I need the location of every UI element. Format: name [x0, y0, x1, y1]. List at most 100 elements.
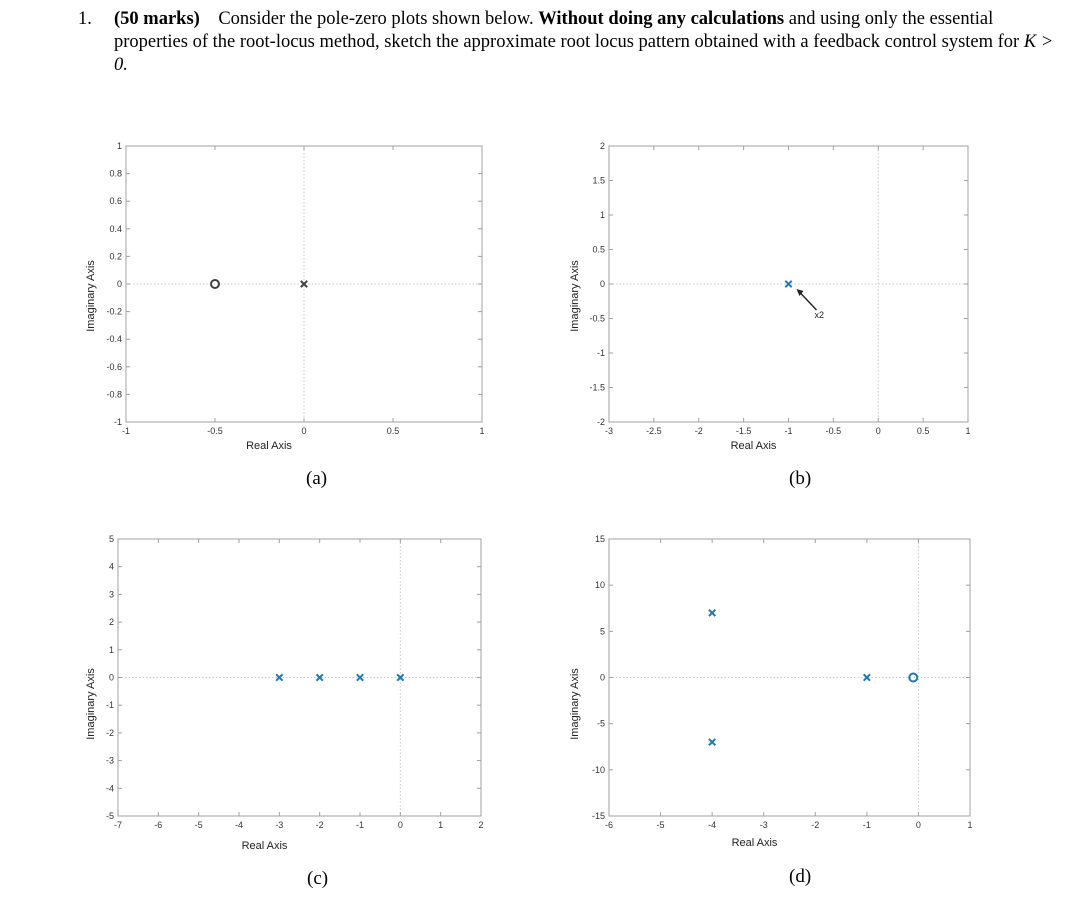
- x-tick-label: -2.5: [646, 426, 662, 436]
- x-tick-label: -4: [708, 820, 716, 830]
- question-text-b: and using only the essential properties …: [114, 9, 1020, 52]
- y-tick-label: -0.2: [106, 307, 122, 317]
- y-tick-label: 2: [600, 141, 605, 151]
- y-tick-label: 0: [600, 279, 605, 289]
- x-tick-label: 0.5: [387, 426, 400, 436]
- x-tick-label: -5: [195, 820, 203, 830]
- caption-d: (d): [789, 866, 812, 887]
- caption-b: (b): [789, 468, 812, 489]
- annotation-arrow: [798, 291, 818, 311]
- x-tick-label: 0: [876, 426, 881, 436]
- y-tick-label: -15: [592, 811, 605, 821]
- x-tick-label: -5: [657, 820, 665, 830]
- y-axis-label: Imaginary Axis: [85, 260, 97, 332]
- pole-marker: [315, 673, 324, 682]
- y-tick-label: -3: [106, 756, 114, 766]
- x-tick-label: -1: [356, 820, 364, 830]
- y-tick-label: 1.5: [592, 176, 605, 186]
- x-tick-label: 0: [916, 820, 921, 830]
- question-emphasis: Without doing any calculations: [538, 9, 785, 29]
- x-tick-label: 0.5: [917, 426, 930, 436]
- y-tick-label: -0.6: [106, 362, 122, 372]
- x-tick-label: -2: [695, 426, 703, 436]
- pole-marker: [708, 738, 717, 747]
- x-tick-label: -3: [275, 820, 283, 830]
- x-axis-label: Real Axis: [242, 840, 288, 852]
- y-tick-label: -0.8: [106, 389, 122, 399]
- y-tick-label: -1: [106, 700, 114, 710]
- y-tick-label: 1: [109, 645, 114, 655]
- x-tick-label: -4: [235, 820, 243, 830]
- x-tick-label: 1: [479, 426, 484, 436]
- y-tick-label: 3: [109, 589, 114, 599]
- y-axis-label: Imaginary Axis: [85, 668, 97, 740]
- x-tick-label: -3: [605, 426, 613, 436]
- y-tick-label: 0.5: [592, 245, 605, 255]
- y-tick-label: 0: [109, 673, 114, 683]
- pole-marker: [862, 673, 871, 682]
- pole-marker: [784, 280, 793, 288]
- y-tick-label: -1.5: [589, 383, 605, 393]
- x-tick-label: -1: [784, 426, 792, 436]
- y-tick-label: 10: [595, 580, 605, 590]
- pole-marker: [356, 673, 364, 682]
- plot-b: -3 -2.5 -2 -1.5 -1 -0.5 0 0.5 1 2 1.5 1 0.5 0 -0.5 -1 -1…: [569, 141, 971, 452]
- y-tick-label: -1: [114, 417, 122, 427]
- y-tick-label: -1: [597, 348, 605, 358]
- y-tick-label: -4: [106, 783, 114, 793]
- y-tick-label: 5: [109, 534, 114, 544]
- y-tick-label: 1: [600, 210, 605, 220]
- pole-marker: [708, 608, 717, 617]
- x-tick-label: -2: [316, 820, 324, 830]
- annotation-label: x2: [815, 310, 825, 320]
- y-tick-label: -5: [597, 719, 605, 729]
- x-axis-label: Real Axis: [731, 440, 777, 452]
- x-tick-label: 0: [301, 426, 306, 436]
- question-text-a: Consider the pole-zero plots shown below…: [218, 9, 534, 29]
- caption-c: (c): [307, 868, 329, 889]
- zero-marker: [908, 672, 919, 683]
- plot-frame: [608, 538, 971, 817]
- x-tick-label: -0.5: [826, 426, 842, 436]
- y-tick-label: 2: [109, 617, 114, 627]
- x-tick-label: 1: [967, 820, 972, 830]
- pole-marker: [396, 673, 405, 682]
- x-tick-label: 1: [438, 820, 443, 830]
- y-tick-label: 0.8: [109, 169, 122, 179]
- x-tick-label: -2: [811, 820, 819, 830]
- plot-c: -7 -6 -5 -4 -3 -2 -1 0 1 2 5 4 3 2 1 0 -1 -2 -3 -4 -5 Real Ax…: [85, 534, 484, 852]
- y-tick-label: -10: [592, 765, 605, 775]
- y-tick-label: 15: [595, 534, 605, 544]
- pole-marker: [275, 673, 284, 682]
- plot-a: -1 -0.5 0 0.5 1 1 0.8 0.6 0.4 0.2 0 -0.2 -0.4 -0.6 -0.…: [85, 141, 485, 452]
- question-marks: (50 marks): [114, 9, 200, 29]
- x-tick-label: -6: [605, 820, 613, 830]
- pole-marker: [300, 280, 308, 288]
- zero-marker: [210, 279, 220, 289]
- question-condition: K > 0.: [114, 32, 1054, 75]
- x-tick-label: -1: [863, 820, 871, 830]
- y-tick-label: 0.2: [109, 251, 122, 261]
- y-tick-label: 1: [117, 141, 122, 151]
- y-tick-label: -2: [106, 728, 114, 738]
- y-tick-label: -0.4: [106, 334, 122, 344]
- y-axis-label: Imaginary Axis: [569, 668, 581, 740]
- x-tick-label: -1: [122, 426, 130, 436]
- y-tick-label: 5: [600, 626, 605, 636]
- question-number: 1.: [78, 9, 92, 29]
- x-tick-label: -7: [114, 820, 122, 830]
- x-tick-label: 0: [398, 820, 403, 830]
- y-tick-label: -5: [106, 811, 114, 821]
- x-tick-label: -3: [760, 820, 768, 830]
- x-tick-label: 2: [478, 820, 483, 830]
- y-tick-label: 0.4: [109, 224, 122, 234]
- x-tick-label: -6: [154, 820, 162, 830]
- annotation-arrowhead: [796, 289, 804, 296]
- x-tick-label: -1.5: [736, 426, 752, 436]
- x-tick-label: -0.5: [207, 426, 223, 436]
- y-tick-label: -0.5: [589, 314, 605, 324]
- x-axis-label: Real Axis: [732, 837, 778, 849]
- y-tick-label: -2: [597, 417, 605, 427]
